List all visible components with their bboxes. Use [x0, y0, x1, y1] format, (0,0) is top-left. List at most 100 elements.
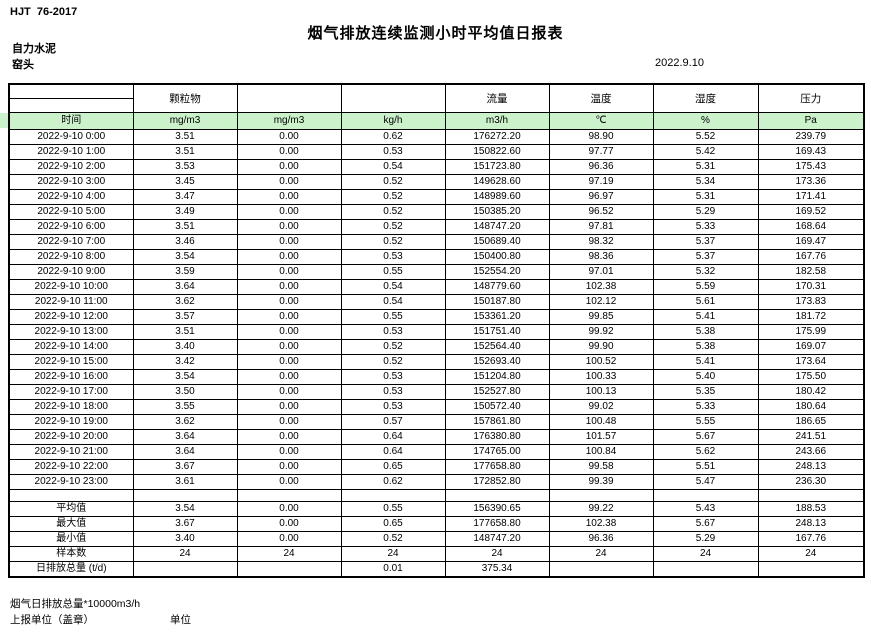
report-unit-label: 上报单位（盖章）: [10, 614, 94, 626]
value-cell: 5.47: [652, 474, 759, 490]
value-cell: 5.29: [652, 204, 759, 220]
value-cell: 167.76: [757, 249, 865, 265]
value-cell: 170.31: [757, 279, 865, 295]
value-cell: 3.51: [132, 324, 238, 340]
value-cell: 5.62: [652, 444, 759, 460]
value-cell: 173.36: [757, 174, 865, 190]
summary-row: 平均值 3.54 0.00 0.55 156390.65 99.22 5.43 188.53: [8, 501, 865, 517]
value-cell: 148989.60: [444, 189, 550, 205]
summary-row: 样本数 24 24 24 24 24 24 24: [8, 546, 865, 562]
value-cell: 0.53: [340, 144, 446, 160]
value-cell: 176272.20: [444, 129, 550, 145]
value-cell: 99.85: [548, 309, 654, 325]
value-cell: 150572.40: [444, 399, 550, 415]
value-cell: 5.33: [652, 219, 759, 235]
table-row: 2022-9-10 0:00 3.51 0.00 0.62 176272.20 98.90…: [8, 129, 865, 145]
table-row: 2022-9-10 5:00 3.49 0.00 0.52 150385.20 96.52…: [8, 204, 865, 220]
value-cell: 0.00: [236, 264, 342, 280]
value-cell: 150385.20: [444, 204, 550, 220]
report-date: 2022.9.10: [655, 57, 704, 69]
group-header-pressure: 压力: [757, 83, 865, 113]
value-cell: 157861.80: [444, 414, 550, 430]
time-cell: 2022-9-10 20:00: [8, 429, 134, 445]
group-header-empty-1: [236, 83, 342, 113]
value-cell: 174765.00: [444, 444, 550, 460]
value-cell: 5.41: [652, 309, 759, 325]
gap-cell: [757, 489, 865, 502]
table-row: 2022-9-10 13:00 3.51 0.00 0.53 151751.40 99.9…: [8, 324, 865, 340]
group-header-flow: 流量: [444, 83, 550, 113]
value-cell: 175.43: [757, 159, 865, 175]
value-cell: 3.64: [132, 444, 238, 460]
time-cell: 2022-9-10 14:00: [8, 339, 134, 355]
value-cell: 248.13: [757, 459, 865, 475]
table-row: 2022-9-10 8:00 3.54 0.00 0.53 150400.80 98.36…: [8, 249, 865, 265]
value-cell: 5.51: [652, 459, 759, 475]
group-header-empty-2: [340, 83, 446, 113]
summary-value-cell: 24: [340, 546, 446, 562]
summary-value-cell: 0.55: [340, 501, 446, 517]
time-cell: 2022-9-10 8:00: [8, 249, 134, 265]
unit-pa: Pa: [757, 112, 865, 130]
value-cell: 151751.40: [444, 324, 550, 340]
time-cell: 2022-9-10 12:00: [8, 309, 134, 325]
value-cell: 0.00: [236, 429, 342, 445]
data-rows: 2022-9-10 0:00 3.51 0.00 0.62 176272.20 98.90…: [8, 129, 865, 490]
time-column-header: 时间: [8, 112, 134, 130]
value-cell: 5.67: [652, 429, 759, 445]
value-cell: 0.57: [340, 414, 446, 430]
value-cell: 0.53: [340, 249, 446, 265]
value-cell: 0.00: [236, 129, 342, 145]
value-cell: 5.31: [652, 159, 759, 175]
value-cell: 0.65: [340, 459, 446, 475]
value-cell: 173.64: [757, 354, 865, 370]
time-cell: 2022-9-10 4:00: [8, 189, 134, 205]
value-cell: 3.61: [132, 474, 238, 490]
value-cell: 97.19: [548, 174, 654, 190]
value-cell: 0.00: [236, 414, 342, 430]
table-row: 2022-9-10 21:00 3.64 0.00 0.64 174765.00 100.…: [8, 444, 865, 460]
value-cell: 3.54: [132, 249, 238, 265]
pollutant-header-row: 颗粒物 流量 温度 湿度 压力: [8, 83, 865, 113]
table-row: 2022-9-10 17:00 3.50 0.00 0.53 152527.80 100.…: [8, 384, 865, 400]
value-cell: 3.64: [132, 279, 238, 295]
monitoring-table: 颗粒物 流量 温度 湿度 压力 时间 mg/m3 mg/m3 kg/h m3/h…: [8, 83, 865, 578]
value-cell: 5.52: [652, 129, 759, 145]
time-cell: 2022-9-10 18:00: [8, 399, 134, 415]
value-cell: 181.72: [757, 309, 865, 325]
summary-value-cell: 177658.80: [444, 516, 550, 532]
value-cell: 180.42: [757, 384, 865, 400]
value-cell: 98.36: [548, 249, 654, 265]
summary-value-cell: 0.00: [236, 501, 342, 517]
value-cell: 5.38: [652, 324, 759, 340]
unit-kg-h: kg/h: [340, 112, 446, 130]
summary-value-cell: 5.43: [652, 501, 759, 517]
value-cell: 5.37: [652, 234, 759, 250]
summary-value-cell: 24: [548, 546, 654, 562]
split-top-cell: [10, 85, 132, 99]
value-cell: 176380.80: [444, 429, 550, 445]
value-cell: 0.62: [340, 474, 446, 490]
value-cell: 0.00: [236, 384, 342, 400]
gap-cell: [236, 489, 342, 502]
table-row: 2022-9-10 1:00 3.51 0.00 0.53 150822.60 97.77…: [8, 144, 865, 160]
summary-value-cell: 5.29: [652, 531, 759, 547]
value-cell: 0.52: [340, 219, 446, 235]
value-cell: 169.07: [757, 339, 865, 355]
value-cell: 96.36: [548, 159, 654, 175]
table-row: 2022-9-10 4:00 3.47 0.00 0.52 148989.60 96.97…: [8, 189, 865, 205]
value-cell: 99.39: [548, 474, 654, 490]
value-cell: 100.84: [548, 444, 654, 460]
summary-value-cell: 148747.20: [444, 531, 550, 547]
unit-mg-m3-a: mg/m3: [132, 112, 238, 130]
summary-value-cell: 3.40: [132, 531, 238, 547]
value-cell: 0.52: [340, 174, 446, 190]
gap-cell: [340, 489, 446, 502]
company-name: 自力水泥: [12, 43, 56, 55]
value-cell: 5.31: [652, 189, 759, 205]
time-cell: 2022-9-10 6:00: [8, 219, 134, 235]
gap-row: [8, 489, 865, 502]
group-header-humidity: 湿度: [652, 83, 759, 113]
value-cell: 0.52: [340, 204, 446, 220]
